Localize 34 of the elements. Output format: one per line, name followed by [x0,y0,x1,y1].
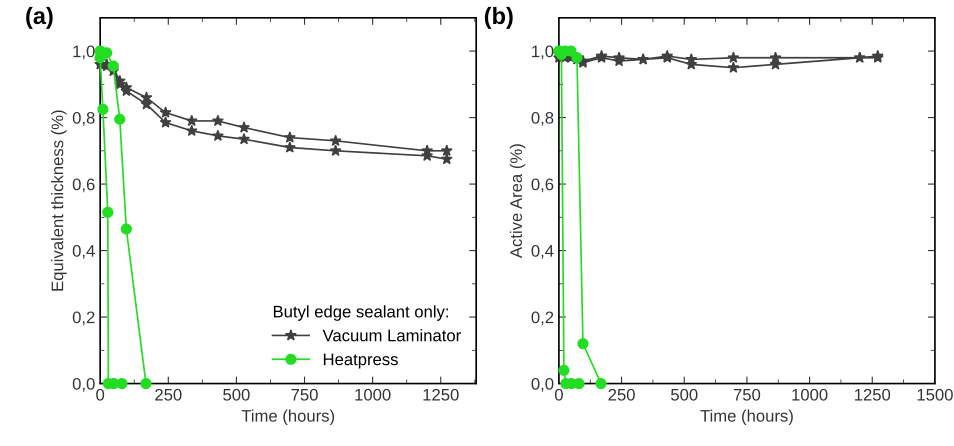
x-tick-label: 1250 [423,388,459,401]
y-tick-label: 0,2 [532,311,554,326]
x-tick-label: 1250 [854,388,890,401]
y-tick-label: 1,0 [532,45,554,60]
x-tick-label: 500 [223,388,250,401]
legend-title: Butyl edge sealant only: [274,305,448,321]
x-axis-title: Time (hours) [242,410,334,426]
y-tick-label: 0,0 [72,378,95,392]
y-tick-label: 0,8 [72,112,95,126]
legend-label: Heatpress [324,354,398,369]
y-tick-label: 1,0 [73,45,95,60]
chart-title: (b) [484,6,513,29]
x-tick-label: 750 [734,388,760,401]
x-tick-label: 250 [155,388,182,401]
y-axis-title: Active Area (%) [510,144,526,258]
legend-label: Vacuum Laminator [322,329,461,342]
x-tick-label: 500 [671,388,698,401]
x-tick-label: 1000 [355,388,391,401]
y-tick-label: 0,4 [532,244,554,259]
y-tick-label: 0,0 [532,378,554,392]
y-tick-label: 0,8 [532,112,554,126]
y-tick-label: 0,6 [532,178,554,192]
x-tick-label: 750 [291,388,318,401]
x-tick-label: 1000 [792,388,828,401]
chart-title: (a) [26,6,53,29]
x-tick-label: 0 [554,388,563,401]
x-tick-label: 1500 [918,388,953,401]
y-tick-label: 0,4 [72,244,95,259]
y-axis-title: Equivalent thickness (%) [51,110,67,291]
y-tick-label: 0,2 [72,311,94,326]
x-tick-label: 250 [608,388,635,401]
x-tick-label: 0 [96,388,104,401]
x-axis-title: Time (hours) [700,410,793,426]
y-tick-label: 0,6 [72,178,95,192]
